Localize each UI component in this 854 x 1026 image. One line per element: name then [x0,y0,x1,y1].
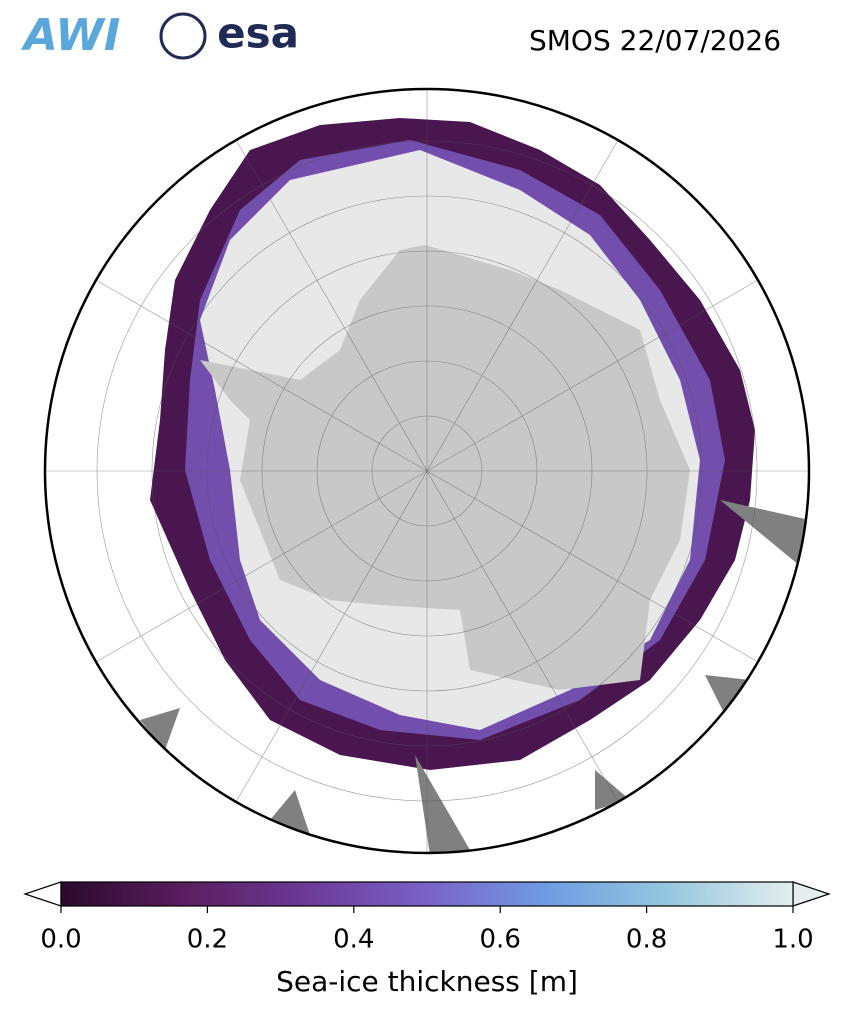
map-title: SMOS 22/07/2026 [529,24,781,57]
esa-emblem [159,12,207,60]
colorbar-tick-label: 0.4 [333,925,374,955]
colorbar-under [23,881,62,907]
colorbar-tick-label: 0.8 [626,925,667,955]
colorbar-ramp [60,881,794,907]
map [45,89,809,853]
colorbar [23,881,831,913]
colorbar-over [792,881,831,907]
colorbar-tick-label: 0.2 [187,925,228,955]
colorbar-tick-label: 1.0 [772,925,813,955]
graticule [45,89,809,853]
map-frame [43,87,811,855]
colorbar-tick-label: 0.0 [40,925,81,955]
continent [200,245,690,690]
esa-logo: esa [217,9,299,58]
colorbar-label: Sea-ice thickness [m] [276,965,578,998]
awi-logo: AWI [21,10,121,61]
colorbar-tick-label: 0.6 [480,925,521,955]
